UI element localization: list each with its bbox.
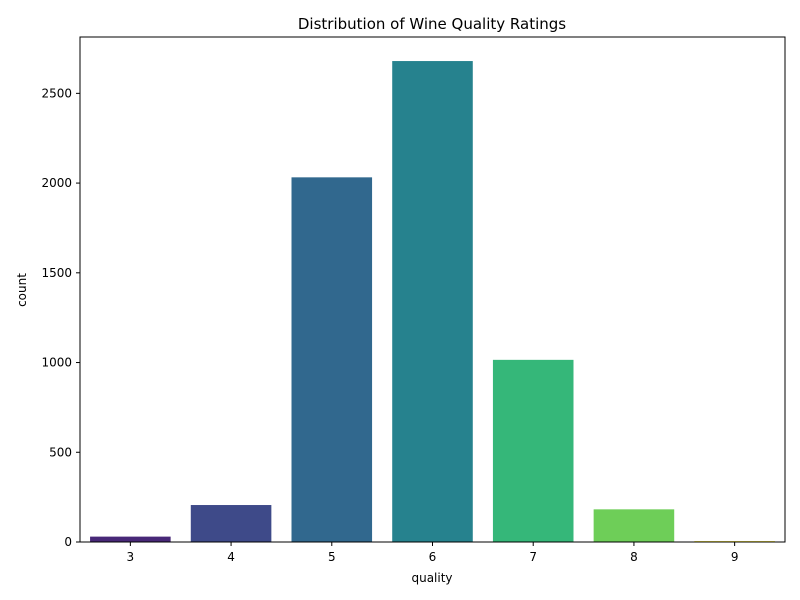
x-axis-label: quality xyxy=(411,571,452,585)
x-tick-label: 6 xyxy=(429,550,437,564)
x-tick-label: 9 xyxy=(731,550,739,564)
bar-quality-4 xyxy=(190,505,272,542)
x-tick-label: 5 xyxy=(328,550,336,564)
x-axis: 3 4 5 6 7 8 9 xyxy=(127,542,739,564)
y-axis: 0 500 1000 1500 2000 2500 xyxy=(41,86,80,549)
x-tick-label: 4 xyxy=(227,550,235,564)
bar-quality-7 xyxy=(492,359,574,542)
y-tick-label: 2000 xyxy=(41,176,72,190)
x-tick-label: 8 xyxy=(630,550,638,564)
y-tick-label: 1500 xyxy=(41,266,72,280)
chart-title: Distribution of Wine Quality Ratings xyxy=(298,15,566,33)
y-axis-label: count xyxy=(15,273,29,307)
bar-quality-8 xyxy=(593,509,675,542)
bar-quality-6 xyxy=(392,61,473,543)
y-tick-label: 0 xyxy=(64,535,72,549)
y-tick-label: 500 xyxy=(49,445,72,459)
bar-quality-5 xyxy=(291,177,373,542)
bar-quality-3 xyxy=(90,536,171,542)
x-tick-label: 7 xyxy=(529,550,537,564)
x-tick-label: 3 xyxy=(127,550,135,564)
y-tick-label: 2500 xyxy=(41,86,72,100)
y-tick-label: 1000 xyxy=(41,356,72,370)
bars-group xyxy=(90,61,775,543)
